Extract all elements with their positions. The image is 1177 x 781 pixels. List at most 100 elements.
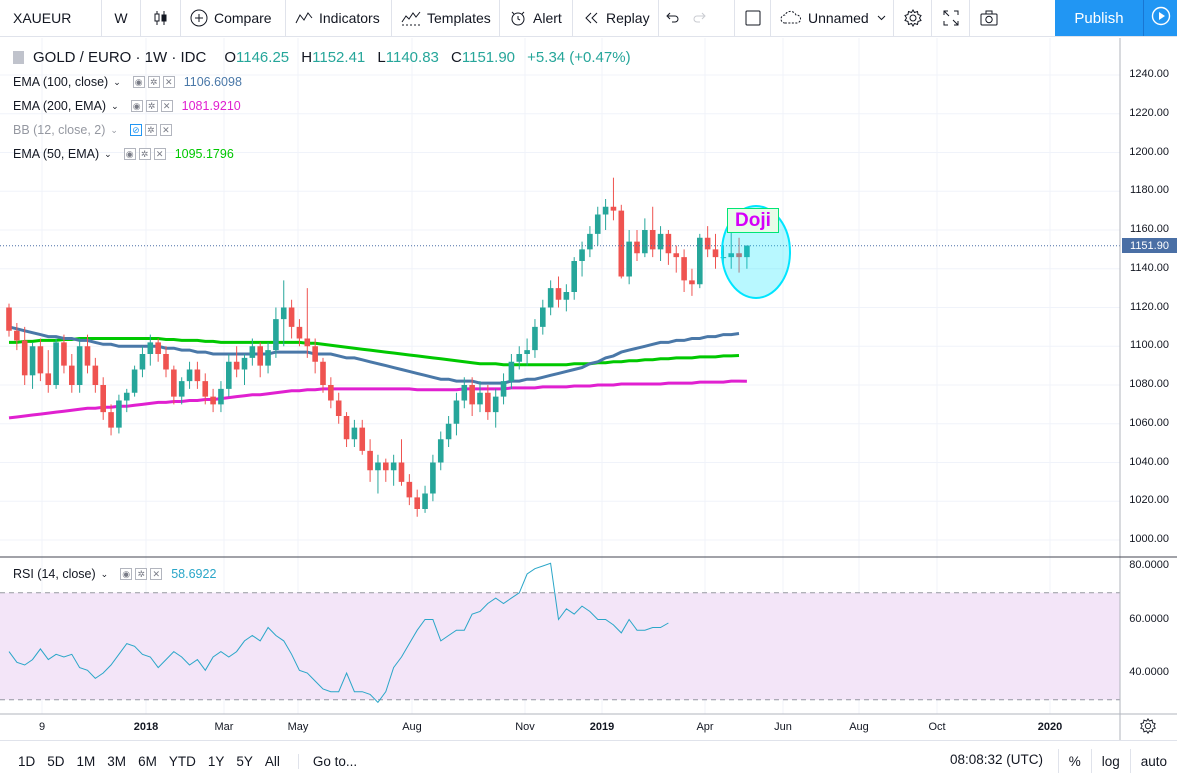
snapshot-button[interactable]	[970, 0, 1008, 37]
doji-annotation[interactable]: Doji	[727, 208, 779, 233]
candle	[736, 237, 742, 273]
symbol-search-button[interactable]: XAUEUR	[0, 0, 102, 37]
gear-icon[interactable]: ✲	[147, 76, 160, 88]
redo-button[interactable]	[687, 0, 735, 37]
indicator-legend-ema100[interactable]: EMA (100, close) ⌄ ◉ ✲ ✕ 1106.6098	[13, 73, 242, 91]
alert-button[interactable]: Alert	[500, 0, 573, 37]
candle	[210, 388, 216, 413]
chart-canvas[interactable]	[0, 38, 1177, 740]
close-icon[interactable]: ✕	[162, 76, 175, 88]
indicator-legend-bb[interactable]: BB (12, close, 2) ⌄ ⊘ ✲ ✕	[13, 121, 175, 139]
auto-scale-button[interactable]: auto	[1129, 749, 1177, 773]
goto-date-button[interactable]: Go to...	[297, 753, 357, 769]
candle	[587, 226, 593, 258]
candle-body	[697, 237, 703, 285]
plus-circle-icon	[190, 9, 208, 27]
close-icon[interactable]: ✕	[153, 148, 166, 160]
close-icon[interactable]: ✕	[159, 124, 172, 136]
chevron-down-icon[interactable]: ⌄	[113, 76, 121, 87]
range-button-1d[interactable]: 1D	[18, 753, 36, 769]
close-icon[interactable]: ✕	[160, 100, 173, 112]
candle	[649, 206, 656, 258]
grid-lines	[0, 38, 1120, 714]
percent-scale-button[interactable]: %	[1057, 749, 1091, 773]
candle-body	[744, 245, 750, 258]
publish-dropdown-button[interactable]	[1143, 0, 1177, 36]
range-button-all[interactable]: All	[264, 753, 280, 769]
range-button-1y[interactable]: 1Y	[207, 753, 225, 769]
gear-icon[interactable]: ✲	[138, 148, 151, 160]
templates-button[interactable]: Templates	[392, 0, 500, 37]
compare-button[interactable]: Compare	[181, 0, 286, 37]
gear-icon[interactable]: ✲	[135, 568, 148, 580]
indicator-legend-ema200[interactable]: EMA (200, EMA) ⌄ ◉ ✲ ✕ 1081.9210	[13, 97, 241, 115]
chevron-down-icon[interactable]: ⌄	[110, 124, 118, 135]
fullscreen-select-button[interactable]	[735, 0, 771, 37]
candle	[147, 334, 154, 366]
auto-scale-gear-icon[interactable]	[1139, 717, 1157, 735]
candle-body	[131, 369, 138, 393]
indicators-button[interactable]: Indicators	[286, 0, 392, 37]
eye-icon[interactable]: ◉	[120, 568, 133, 580]
settings-button[interactable]	[894, 0, 932, 37]
eye-icon[interactable]: ◉	[132, 76, 145, 88]
candle	[233, 346, 240, 378]
symbol-description: GOLD / EURO · 1W · IDC	[33, 48, 207, 66]
candle	[398, 439, 405, 486]
eye-icon[interactable]: ◉	[123, 148, 136, 160]
range-button-ytd[interactable]: YTD	[168, 753, 196, 769]
fullscreen-button[interactable]	[932, 0, 970, 37]
candle	[500, 373, 507, 405]
candle	[626, 230, 632, 285]
candle-body	[540, 307, 546, 327]
candle	[76, 338, 83, 393]
candle-body	[202, 381, 209, 397]
candle	[485, 385, 491, 420]
publish-button[interactable]: Publish	[1055, 0, 1143, 36]
candle	[14, 323, 20, 351]
indicator-legend-ema50[interactable]: EMA (50, EMA) ⌄ ◉ ✲ ✕ 1095.1796	[13, 145, 234, 163]
range-button-5d[interactable]: 5D	[47, 753, 65, 769]
candle-body	[367, 450, 373, 471]
candle	[131, 365, 138, 397]
candle-body	[579, 249, 585, 261]
eye-hidden-icon[interactable]: ⊘	[129, 124, 142, 136]
layout-name-button[interactable]: Unnamed	[771, 0, 894, 37]
close-icon[interactable]: ✕	[150, 568, 163, 580]
rsi-axis-label: 80.0000	[1129, 559, 1169, 571]
chevron-down-icon[interactable]: ⌄	[100, 568, 109, 579]
gear-icon[interactable]: ✲	[145, 100, 158, 112]
interval-button[interactable]: W	[102, 0, 141, 37]
time-axis-label: Nov	[515, 721, 535, 733]
price-axis-label: 1020.00	[1129, 494, 1169, 507]
range-button-6m[interactable]: 6M	[138, 753, 157, 769]
eye-icon[interactable]: ◉	[130, 100, 143, 112]
candle-body	[6, 307, 12, 331]
log-scale-button[interactable]: log	[1090, 749, 1130, 773]
candle-body	[312, 346, 318, 362]
utc-clock[interactable]: 08:08:32 (UTC)	[950, 752, 1044, 767]
candle	[469, 377, 475, 416]
rsi-axis-label: 60.0000	[1129, 612, 1169, 625]
candle	[280, 280, 287, 347]
chevron-down-icon[interactable]: ⌄	[104, 148, 112, 159]
symbol-legend: GOLD / EURO · 1W · IDC O1146.25 H1152.41…	[13, 47, 631, 67]
candle	[390, 454, 397, 486]
candle-body	[587, 233, 593, 250]
candle	[6, 303, 12, 337]
candle	[375, 454, 381, 494]
square-icon	[744, 9, 762, 27]
chevron-down-icon[interactable]: ⌄	[111, 100, 119, 111]
symbol-label: XAUEUR	[13, 10, 72, 26]
price-axis-label: 1000.00	[1129, 533, 1169, 545]
replay-button[interactable]: Replay	[573, 0, 659, 37]
rsi-legend[interactable]: RSI (14, close) ⌄ ◉ ✲ ✕ 58.6922	[13, 565, 216, 583]
chart-type-button[interactable]	[141, 0, 181, 37]
undo-button[interactable]	[659, 0, 687, 37]
range-button-5y[interactable]: 5Y	[236, 753, 253, 769]
range-button-1m[interactable]: 1M	[76, 753, 96, 769]
gear-icon[interactable]: ✲	[144, 124, 157, 136]
chart-area[interactable]: GOLD / EURO · 1W · IDC O1146.25 H1152.41…	[0, 38, 1177, 740]
range-button-3m[interactable]: 3M	[107, 753, 127, 769]
candle-body	[547, 288, 554, 308]
